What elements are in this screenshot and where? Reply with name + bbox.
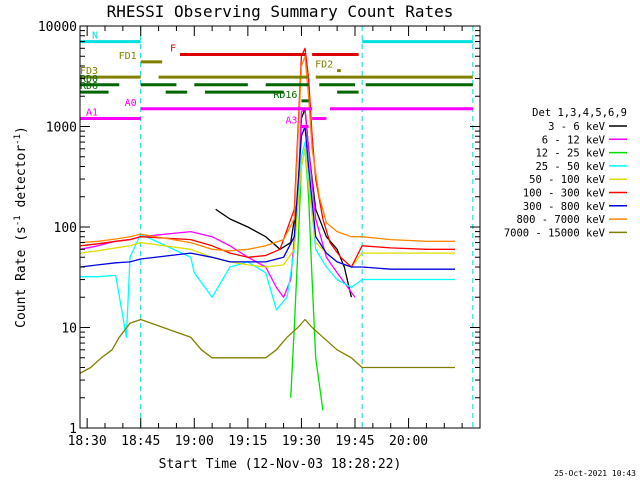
state-bar-label: RD6 [80,81,98,92]
x-tick-label: 20:00 [389,434,428,449]
x-axis-label: Start Time (12-Nov-03 18:28:22) [159,457,402,472]
y-axis-label-mid: detector [14,145,29,216]
legend-label: 7000 - 15000 keV [504,227,606,239]
legend-label: 50 - 100 keV [529,174,606,186]
legend-label: 300 - 800 keV [523,201,606,213]
x-tick-label: 19:45 [335,434,374,449]
legend-label: 6 - 12 keV [542,134,606,146]
legend-title: Det 1,3,4,5,6,9 [532,107,627,119]
series-line-6 [80,125,455,270]
legend-label: 3 - 6 keV [548,121,606,133]
series-line-0 [215,108,353,298]
state-bar-label: RD0 [80,74,98,85]
state-bar-label: A3 [285,116,297,127]
x-tick-label: 18:45 [121,434,160,449]
legend-label: 100 - 300 keV [523,188,606,200]
state-bar-label: FD2 [315,60,333,71]
series-line-7 [80,55,455,252]
legend-label: 12 - 25 keV [535,148,605,160]
y-axis-label-main: Count Rate (s [14,226,29,328]
series-line-4 [80,148,455,268]
state-bar-label: N [92,31,98,42]
x-tick-label: 19:30 [282,434,321,449]
series-line-3 [80,141,455,338]
legend-label: 25 - 50 keV [535,161,605,173]
y-tick-label: 1 [69,422,77,437]
state-bar-label: RD16 [273,90,297,101]
x-tick-label: 19:00 [175,434,214,449]
y-axis-label: Count Rate (s-1 detector-1) [13,126,29,328]
y-axis: 1 10 100 1000 10000 [38,20,480,437]
y-tick-label: 100 [54,221,77,236]
x-tick-label: 19:15 [228,434,267,449]
y-axis-label-end: ) [14,126,29,134]
state-bar-label: A0 [125,98,137,109]
y-tick-label: 10000 [38,20,77,35]
timestamp: 25-Oct-2021 10:43 [554,469,636,478]
y-tick-label: 1000 [46,121,77,136]
y-axis-label-sup2: -1 [13,134,23,145]
state-bar-label: FD1 [119,51,137,62]
x-axis: 18:30 18:45 19:00 19:15 19:30 19:45 20:00 [68,26,481,449]
series-line-8 [80,318,455,374]
series-line-5 [80,47,455,268]
y-tick-label: 10 [61,322,77,337]
series-layer [80,47,455,411]
series-line-1 [80,108,356,298]
state-bar-label: FD3 [80,66,98,77]
state-bar-label: F [170,44,176,55]
x-tick-label: 18:30 [68,434,107,449]
state-bar-label: A1 [86,108,98,119]
legend-label: 800 - 7000 keV [516,214,605,226]
chart-title: RHESSI Observing Summary Count Rates [107,2,454,21]
y-axis-label-sup1: -1 [13,215,23,226]
